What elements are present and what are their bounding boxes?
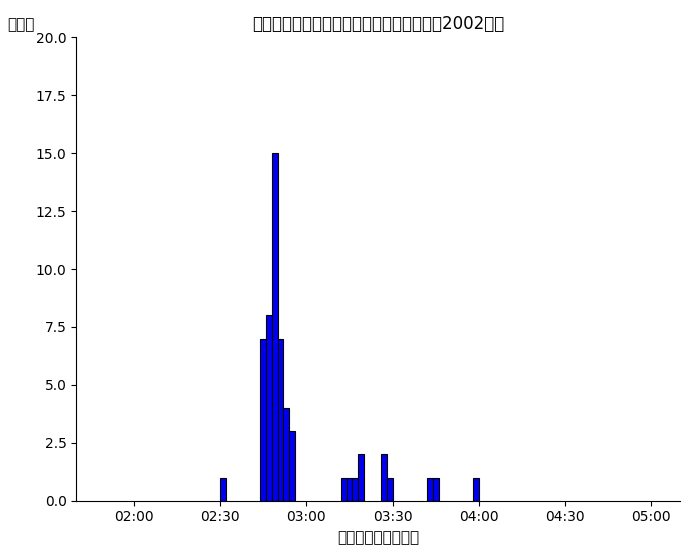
Bar	[266, 315, 272, 501]
Bar	[272, 153, 277, 501]
Bar	[284, 408, 289, 501]
Bar	[289, 431, 295, 501]
Bar	[261, 339, 266, 501]
Bar	[433, 478, 439, 501]
Bar	[277, 339, 284, 501]
Bar	[427, 478, 433, 501]
Title: パフォーマンス時間ごとの歌手数の分布（2002年）: パフォーマンス時間ごとの歌手数の分布（2002年）	[252, 15, 505, 33]
Bar	[341, 478, 347, 501]
Bar	[387, 478, 393, 501]
Bar	[473, 478, 479, 501]
Bar	[381, 454, 387, 501]
Bar	[220, 478, 226, 501]
Text: 歌手数: 歌手数	[7, 17, 34, 32]
Bar	[352, 478, 358, 501]
Bar	[347, 478, 352, 501]
Bar	[358, 454, 363, 501]
X-axis label: パフォーマンス時間: パフォーマンス時間	[337, 530, 419, 545]
